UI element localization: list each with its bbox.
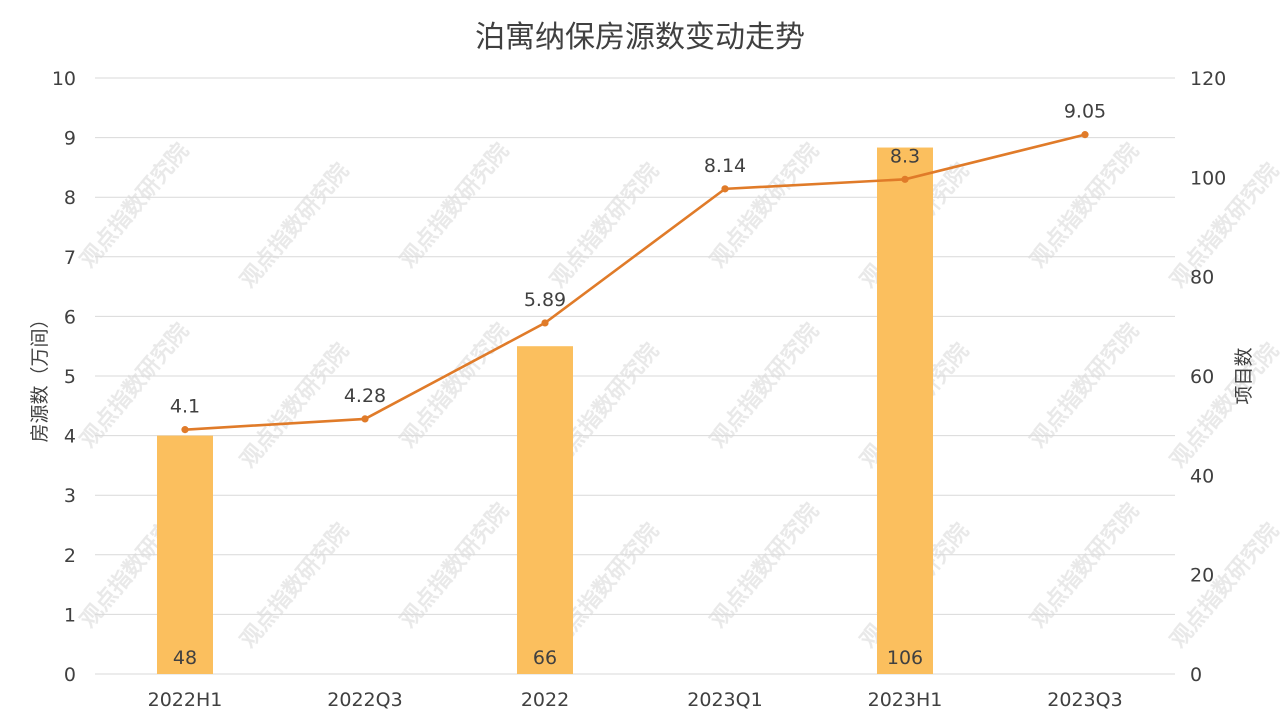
line-path bbox=[184, 133, 1086, 431]
y-tick-left: 8 bbox=[64, 187, 76, 209]
line-point bbox=[1081, 131, 1089, 139]
watermark-text: 观点指数研究院 bbox=[235, 158, 354, 293]
line-data-label: 5.89 bbox=[524, 289, 566, 311]
y-tick-left: 2 bbox=[64, 545, 76, 567]
x-tick-label: 2022H1 bbox=[148, 689, 223, 711]
watermark-text: 观点指数研究院 bbox=[75, 318, 194, 453]
y-tick-left: 0 bbox=[64, 664, 76, 686]
line-data-label: 4.28 bbox=[344, 385, 386, 407]
x-tick-label: 2023Q3 bbox=[1047, 689, 1122, 711]
watermark-text: 观点指数研究院 bbox=[75, 138, 194, 273]
y-tick-right: 40 bbox=[1190, 465, 1214, 487]
line-data-label: 9.05 bbox=[1064, 101, 1106, 123]
watermark-text: 观点指数研究院 bbox=[705, 318, 824, 453]
y-tick-left: 4 bbox=[64, 426, 76, 448]
x-tick-label: 2022 bbox=[521, 689, 569, 711]
y-tick-right: 60 bbox=[1190, 366, 1214, 388]
bar-data-label: 66 bbox=[533, 647, 557, 669]
y-tick-left: 6 bbox=[64, 306, 76, 328]
y-tick-right: 20 bbox=[1190, 565, 1214, 587]
line-point bbox=[901, 175, 909, 183]
watermark-text: 观点指数研究院 bbox=[1025, 138, 1144, 273]
watermark-text: 观点指数研究院 bbox=[1025, 498, 1144, 633]
y-axis-left-label: 房源数（万间） bbox=[29, 309, 51, 442]
y-axis-right-label: 项目数 bbox=[1233, 347, 1255, 404]
y-tick-left: 1 bbox=[64, 604, 76, 626]
gridlines bbox=[95, 77, 1175, 675]
watermark-text: 观点指数研究院 bbox=[235, 338, 354, 473]
bar bbox=[877, 147, 933, 675]
bar-data-label: 48 bbox=[173, 647, 197, 669]
y-tick-left: 5 bbox=[64, 366, 76, 388]
watermark-text: 观点指数研究院 bbox=[395, 318, 514, 453]
chart-title: 泊寓纳保房源数变动走势 bbox=[475, 20, 805, 55]
x-tick-label: 2023H1 bbox=[868, 689, 943, 711]
line-data-label: 8.3 bbox=[890, 145, 920, 167]
y-tick-left: 9 bbox=[64, 128, 76, 150]
line-point bbox=[361, 415, 369, 423]
y-tick-right: 100 bbox=[1190, 167, 1226, 189]
watermark-text: 观点指数研究院 bbox=[1165, 518, 1280, 653]
bar bbox=[517, 346, 573, 674]
bar bbox=[157, 435, 213, 674]
line-data-label: 4.1 bbox=[170, 396, 200, 418]
watermark-text: 观点指数研究院 bbox=[705, 498, 824, 633]
x-tick-label: 2023Q1 bbox=[687, 689, 762, 711]
line-point bbox=[181, 426, 189, 434]
y-tick-left: 10 bbox=[52, 68, 76, 90]
watermark-layer: 观点指数研究院 观点指数研究院 观点指数研究院 观点指数研究院 观点指数研究院 观点指数研… bbox=[75, 138, 1280, 653]
watermark-text: 观点指数研究院 bbox=[395, 138, 514, 273]
bar-series bbox=[157, 147, 933, 675]
line-point bbox=[721, 185, 729, 193]
watermark-text: 观点指数研究院 bbox=[235, 518, 354, 653]
line-series bbox=[181, 131, 1089, 434]
watermark-text: 观点指数研究院 bbox=[545, 158, 664, 293]
line-data-label: 8.14 bbox=[704, 155, 746, 177]
data-labels: 48 66 106 4.1 4.28 5.89 8.14 8.3 9.05 bbox=[170, 101, 1106, 669]
watermark-text: 观点指数研究院 bbox=[1165, 338, 1280, 473]
y-tick-left: 3 bbox=[64, 485, 76, 507]
y-tick-right: 80 bbox=[1190, 267, 1214, 289]
y-tick-left: 7 bbox=[64, 247, 76, 269]
y-tick-right: 0 bbox=[1190, 664, 1202, 686]
watermark-text: 观点指数研究院 bbox=[395, 498, 514, 633]
x-tick-label: 2022Q3 bbox=[327, 689, 402, 711]
y-tick-right: 120 bbox=[1190, 68, 1226, 90]
watermark-text: 观点指数研究院 bbox=[1025, 318, 1144, 453]
bar-data-label: 106 bbox=[887, 647, 923, 669]
line-point bbox=[541, 319, 549, 327]
